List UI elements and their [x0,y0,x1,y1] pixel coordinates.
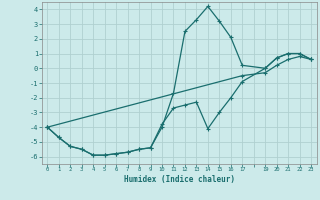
X-axis label: Humidex (Indice chaleur): Humidex (Indice chaleur) [124,175,235,184]
